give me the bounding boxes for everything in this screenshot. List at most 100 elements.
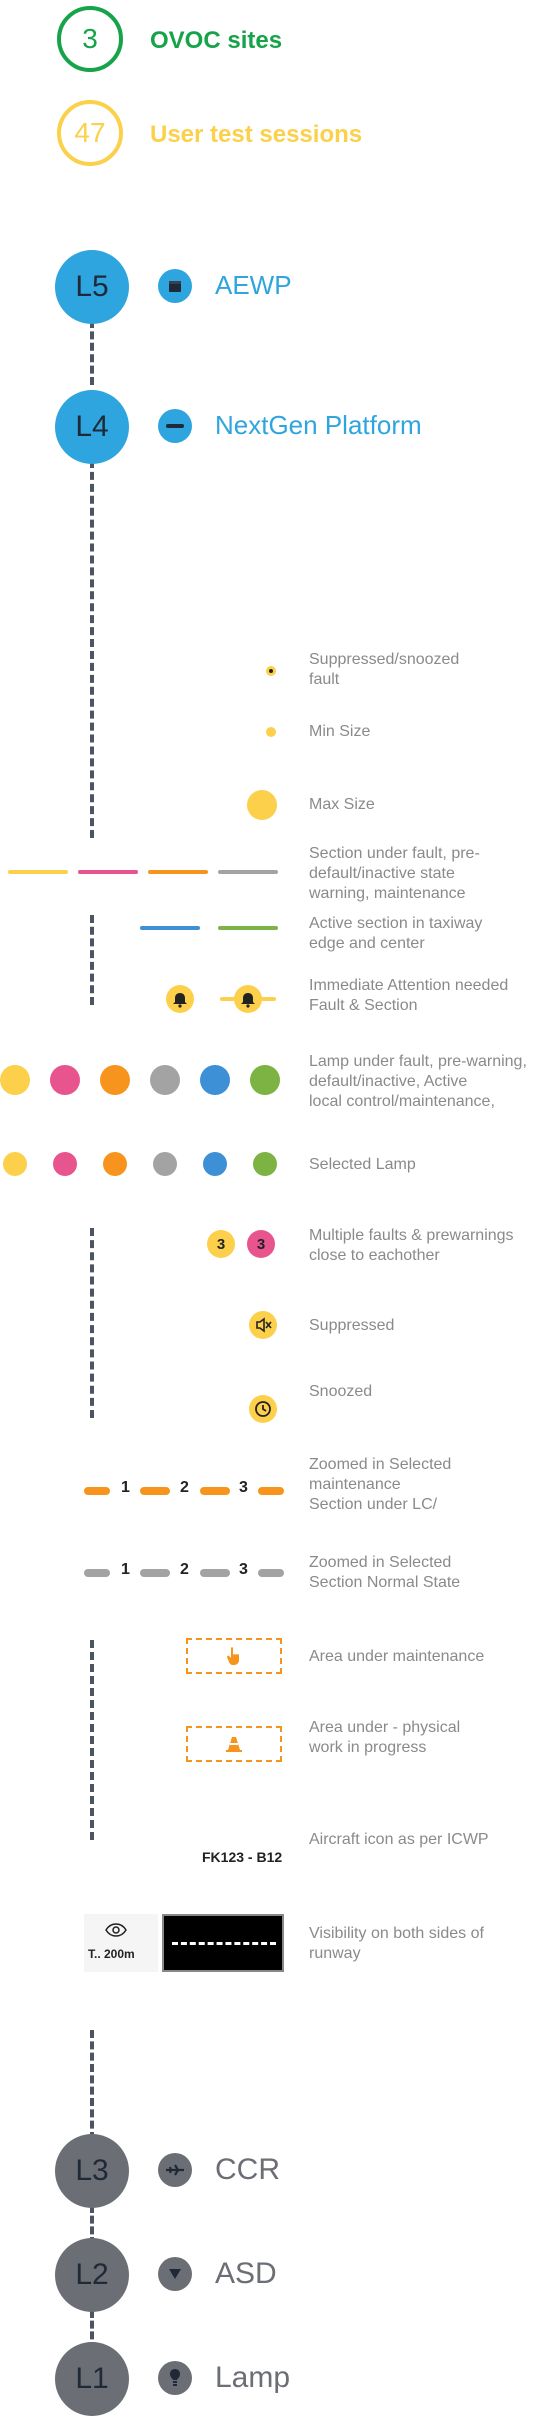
- level-l3-label: CCR: [215, 2153, 280, 2186]
- normal-segment: [200, 1569, 230, 1577]
- minus-icon: [158, 409, 192, 443]
- legend-zoomed-normal: Zoomed in Selected Section Normal State: [309, 1554, 461, 1591]
- lamp-dot-orange: [100, 1065, 130, 1095]
- connector-l4-down: [90, 460, 94, 838]
- aircraft-label: FK123 - B12: [202, 1849, 283, 1865]
- normal-segment: [140, 1569, 170, 1577]
- level-l1-label: Lamp: [215, 2361, 291, 2394]
- multi-fault-badge-yellow: 3: [207, 1230, 235, 1258]
- selected-lamp-dot-orange: [103, 1152, 127, 1176]
- runway-centerline: [172, 1942, 276, 1945]
- legend-area-physical-work: Area under - physical work in progress: [309, 1719, 461, 1756]
- level-l5-code: L5: [75, 270, 109, 303]
- area-maintenance-box: [186, 1638, 282, 1674]
- connector-l5-l4: [90, 320, 94, 385]
- level-l1-badge: L1: [55, 2342, 129, 2416]
- selected-lamp-dot-grey: [153, 1152, 177, 1176]
- visibility-value: T.. 200m: [88, 1947, 135, 1961]
- level-l2-code: L2: [75, 2258, 109, 2291]
- section-line-orange: [148, 870, 208, 874]
- max-size-dot: [247, 790, 277, 820]
- speaker-muted-icon: [249, 1311, 277, 1339]
- legend-active-section: Active section in taxiway edge and cente…: [309, 915, 483, 952]
- maintenance-segment: [84, 1487, 110, 1495]
- legend-visibility: Visibility on both sides of runway: [309, 1925, 484, 1962]
- clock-icon: [249, 1395, 277, 1423]
- lamp-dot-yellow: [0, 1065, 30, 1095]
- eye-icon: [105, 1923, 127, 1937]
- connector-l3-l2: [90, 2205, 94, 2245]
- level-l3-badge: L3: [55, 2134, 129, 2208]
- zoomed-normal-segments: 1 2 3: [84, 1561, 284, 1578]
- lamp-dot-grey: [150, 1065, 180, 1095]
- selected-lamp-dot-green: [253, 1152, 277, 1176]
- legend-suppressed-snoozed-fault: Suppressed/snoozed fault: [309, 651, 460, 688]
- level-l1-code: L1: [75, 2362, 109, 2395]
- normal-segment: [84, 1569, 110, 1577]
- maintenance-segment: [140, 1487, 170, 1495]
- legend-min-size: Min Size: [309, 723, 371, 740]
- lamp-dot-green: [250, 1065, 280, 1095]
- active-section-line-green: [218, 926, 278, 930]
- user-test-sessions-count-circle: 47: [57, 100, 123, 166]
- lamp-dot-blue: [200, 1065, 230, 1095]
- connector-to-l3: [90, 2030, 94, 2140]
- triangle-down-icon: [158, 2257, 192, 2291]
- active-section-line-blue: [140, 926, 200, 930]
- maintenance-segment-number: 2: [180, 1479, 189, 1496]
- section-line-pink: [78, 870, 138, 874]
- normal-segment-number: 2: [180, 1561, 189, 1578]
- section-line-grey: [218, 870, 278, 874]
- normal-segment-number: 1: [121, 1561, 130, 1578]
- multi-fault-badge-pink: 3: [247, 1230, 275, 1258]
- maintenance-segment-number: 3: [239, 1479, 248, 1496]
- legend-suppressed: Suppressed: [309, 1317, 395, 1334]
- level-l5-label: AEWP: [215, 270, 292, 300]
- selected-lamp-dot-blue: [203, 1152, 227, 1176]
- level-l4-badge: L4: [55, 390, 129, 464]
- ovoc-sites-count: 3: [82, 23, 98, 54]
- selected-lamp-dot-yellow: [3, 1152, 27, 1176]
- bulb-icon: [158, 2361, 192, 2395]
- visibility-widget: T.. 200m: [84, 1914, 284, 1972]
- runway-graphic: [162, 1914, 284, 1972]
- legend-snoozed: Snoozed: [309, 1383, 373, 1400]
- hand-pointer-icon: [227, 1647, 239, 1665]
- bell-icon: [166, 985, 194, 1013]
- bell-section-icon: [234, 985, 262, 1013]
- maintenance-segment-number: 1: [121, 1479, 130, 1496]
- maintenance-segment: [258, 1487, 284, 1495]
- level-l2-label: ASD: [215, 2257, 277, 2290]
- level-l4-code: L4: [75, 410, 109, 443]
- legend-lamp-under-fault: Lamp under fault, pre-warning, default/i…: [309, 1053, 527, 1110]
- connector-mid-3: [90, 1640, 94, 1840]
- connector-l2-l1: [90, 2310, 94, 2350]
- legend-max-size: Max Size: [309, 796, 375, 813]
- lamp-dot-pink: [50, 1065, 80, 1095]
- maintenance-segment: [200, 1487, 230, 1495]
- box-icon: [158, 269, 192, 303]
- legend-immediate-attention: Immediate Attention needed Fault & Secti…: [309, 977, 509, 1014]
- selected-lamp-dot-pink: [53, 1152, 77, 1176]
- traffic-cone-icon: [226, 1737, 242, 1752]
- normal-segment-number: 3: [239, 1561, 248, 1578]
- ovoc-sites-count-circle: 3: [57, 6, 123, 72]
- legend-multiple-faults: Multiple faults & prewarnings close to e…: [309, 1227, 514, 1264]
- visibility-info: T.. 200m: [84, 1914, 158, 1972]
- legend-selected-lamp: Selected Lamp: [309, 1156, 416, 1173]
- suppressed-fault-dot: [266, 666, 276, 676]
- user-test-sessions-count: 47: [74, 117, 106, 148]
- level-l5-badge: L5: [55, 250, 129, 324]
- section-line-yellow: [8, 870, 68, 874]
- user-test-sessions-label: User test sessions: [150, 121, 363, 148]
- legend-aircraft-icon: Aircraft icon as per ICWP: [309, 1831, 489, 1848]
- level-l3-code: L3: [75, 2154, 109, 2187]
- level-l2-badge: L2: [55, 2238, 129, 2312]
- min-size-dot: [266, 727, 276, 737]
- zoomed-maintenance-segments: 1 2 3: [84, 1479, 284, 1496]
- area-physical-work-box: [186, 1726, 282, 1762]
- plane-icon: [158, 2153, 192, 2187]
- legend-zoomed-maintenance: Zoomed in Selected maintenance Section u…: [309, 1456, 452, 1513]
- ovoc-sites-label: OVOC sites: [150, 27, 283, 54]
- legend-section-under-fault: Section under fault, pre- default/inacti…: [309, 845, 480, 902]
